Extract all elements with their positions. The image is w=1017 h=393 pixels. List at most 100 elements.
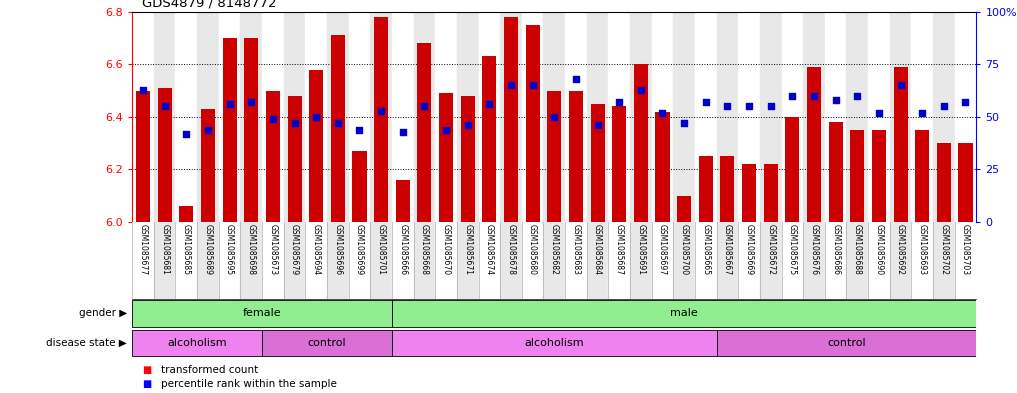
Text: disease state ▶: disease state ▶: [47, 338, 127, 348]
Bar: [652, 12, 673, 222]
Bar: [872, 130, 886, 222]
Text: GSM1085685: GSM1085685: [182, 224, 191, 275]
Bar: [132, 222, 154, 299]
Bar: [136, 91, 151, 222]
Bar: [504, 17, 518, 222]
Point: [460, 122, 476, 129]
Bar: [197, 12, 219, 222]
Text: GSM1085700: GSM1085700: [679, 224, 689, 275]
Text: GSM1085666: GSM1085666: [399, 224, 407, 275]
Bar: [414, 222, 435, 299]
Text: GSM1085674: GSM1085674: [485, 224, 494, 275]
Bar: [374, 17, 388, 222]
Bar: [612, 107, 626, 222]
Bar: [955, 222, 976, 299]
Bar: [937, 143, 951, 222]
Bar: [869, 222, 890, 299]
Point: [178, 130, 194, 137]
Point: [135, 86, 152, 93]
Bar: [240, 12, 262, 222]
Bar: [176, 222, 197, 299]
Point: [308, 114, 324, 120]
Bar: [370, 12, 392, 222]
Bar: [543, 222, 565, 299]
Bar: [890, 222, 911, 299]
Bar: [630, 222, 652, 299]
Point: [222, 101, 238, 107]
Point: [546, 114, 562, 120]
Text: GSM1085688: GSM1085688: [853, 224, 861, 275]
Bar: [869, 12, 890, 222]
Text: GSM1085682: GSM1085682: [550, 224, 558, 275]
Text: GSM1085683: GSM1085683: [572, 224, 581, 275]
Point: [330, 120, 346, 127]
Bar: [720, 156, 734, 222]
Point: [698, 99, 714, 105]
Text: GSM1085677: GSM1085677: [138, 224, 147, 275]
Bar: [500, 12, 522, 222]
Bar: [240, 222, 262, 299]
Bar: [806, 67, 821, 222]
Text: GSM1085679: GSM1085679: [290, 224, 299, 275]
Text: GSM1085670: GSM1085670: [441, 224, 451, 275]
Bar: [717, 12, 738, 222]
Bar: [846, 12, 869, 222]
Bar: [630, 12, 652, 222]
Point: [264, 116, 281, 122]
Bar: [738, 222, 760, 299]
Bar: [933, 222, 955, 299]
Bar: [890, 12, 911, 222]
Bar: [284, 12, 305, 222]
Bar: [522, 222, 543, 299]
Bar: [500, 222, 522, 299]
Bar: [677, 196, 692, 222]
Bar: [742, 164, 756, 222]
Point: [611, 99, 627, 105]
Text: GSM1085665: GSM1085665: [702, 224, 710, 275]
Bar: [526, 25, 540, 222]
Bar: [349, 222, 370, 299]
Bar: [565, 12, 587, 222]
Text: gender ▶: gender ▶: [79, 309, 127, 318]
Text: GSM1085696: GSM1085696: [334, 224, 343, 275]
Bar: [522, 12, 543, 222]
Point: [957, 99, 973, 105]
Bar: [132, 300, 392, 327]
Text: GSM1085671: GSM1085671: [463, 224, 472, 275]
Bar: [262, 330, 392, 356]
Bar: [764, 164, 778, 222]
Bar: [608, 12, 630, 222]
Bar: [850, 130, 864, 222]
Text: GSM1085678: GSM1085678: [506, 224, 516, 275]
Bar: [179, 206, 193, 222]
Bar: [673, 222, 695, 299]
Bar: [717, 330, 976, 356]
Bar: [396, 180, 410, 222]
Bar: [327, 222, 349, 299]
Text: GSM1085686: GSM1085686: [831, 224, 840, 275]
Text: GSM1085684: GSM1085684: [593, 224, 602, 275]
Bar: [699, 156, 713, 222]
Point: [243, 99, 259, 105]
Bar: [132, 12, 154, 222]
Bar: [288, 96, 302, 222]
Text: GSM1085676: GSM1085676: [810, 224, 819, 275]
Bar: [265, 91, 280, 222]
Bar: [197, 222, 219, 299]
Bar: [370, 222, 392, 299]
Point: [741, 103, 758, 110]
Text: percentile rank within the sample: percentile rank within the sample: [161, 379, 337, 389]
Bar: [829, 122, 843, 222]
Point: [590, 122, 606, 129]
Point: [502, 82, 519, 88]
Bar: [803, 222, 825, 299]
Text: GSM1085703: GSM1085703: [961, 224, 970, 275]
Bar: [219, 12, 240, 222]
Bar: [894, 67, 907, 222]
Bar: [439, 93, 454, 222]
Bar: [482, 57, 496, 222]
Bar: [547, 91, 561, 222]
Text: GSM1085691: GSM1085691: [637, 224, 646, 275]
Bar: [262, 12, 284, 222]
Text: ■: ■: [142, 379, 152, 389]
